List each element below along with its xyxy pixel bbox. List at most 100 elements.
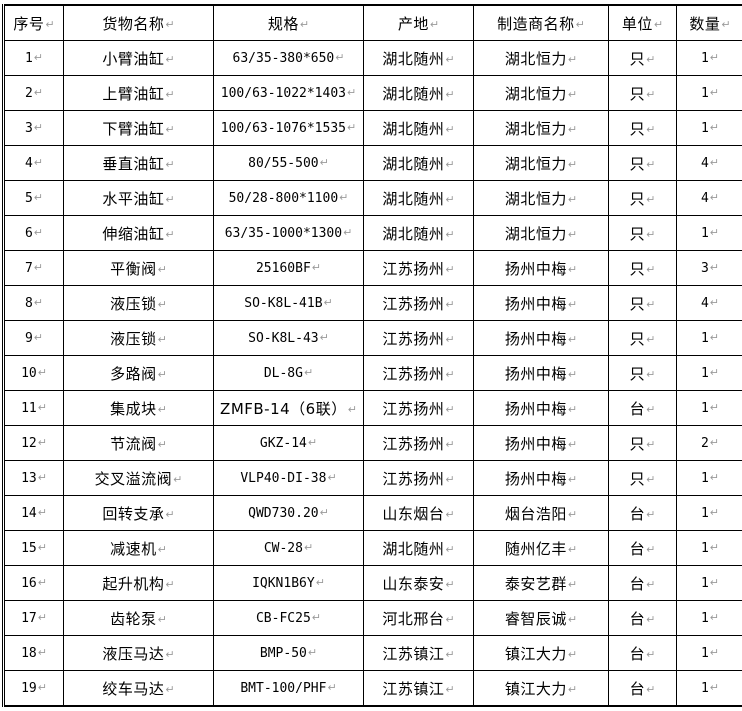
cell-quantity: 1↵ [676,320,742,356]
cell-manufacturer: 随州亿丰↵ [473,530,609,566]
paragraph-return-mark-icon: ↵ [311,611,321,624]
paragraph-return-mark-icon: ↵ [567,542,578,556]
cell-spec: 100/63-1076*1535↵ [213,110,364,146]
paragraph-return-mark-icon: ↵ [567,192,578,206]
cell-text: 100/63-1076*1535 [220,121,346,136]
cell-text: DL-8G [263,366,303,381]
table-header-row: 序号↵ 货物名称↵ 规格↵ 产地↵ 制造商名称↵ 单位↵ 数量↵ [2,4,742,41]
paragraph-return-mark-icon: ↵ [165,192,175,206]
cell-text: 台 [629,679,646,698]
paragraph-return-mark-icon: ↵ [165,682,175,696]
paragraph-return-mark-icon: ↵ [157,297,167,311]
cell-text: 泰安艺群 [504,574,567,593]
table-row: 14↵ 回转支承↵ QWD730.20↵ 山东烟台↵ 烟台浩阳↵ 台↵ 1↵ [2,495,742,531]
cell-origin: 湖北随州↵ [363,110,474,146]
cell-text: 15 [21,541,37,556]
paragraph-return-mark-icon: ↵ [37,541,47,554]
cell-spec: VLP40-DI-38↵ [213,460,364,496]
paragraph-return-mark-icon: ↵ [157,542,167,556]
cell-quantity: 4↵ [676,145,742,181]
cell-goods_name: 绞车马达↵ [63,670,214,707]
cell-text: 1 [700,611,709,626]
cell-text: BMP-50 [259,646,307,661]
paragraph-return-mark-icon: ↵ [709,121,720,134]
cell-text: 江苏扬州 [382,294,445,313]
paragraph-return-mark-icon: ↵ [709,366,720,379]
cell-goods_name: 起升机构↵ [63,565,214,601]
paragraph-return-mark-icon: ↵ [157,612,167,626]
cell-unit: 只↵ [608,355,677,391]
paragraph-return-mark-icon: ↵ [567,577,578,591]
paragraph-return-mark-icon: ↵ [37,681,47,694]
cell-text: 4 [700,191,709,206]
paragraph-return-mark-icon: ↵ [709,646,720,659]
cell-text: 4 [24,156,33,171]
cell-text: BMT-100/PHF [240,681,327,696]
paragraph-return-mark-icon: ↵ [646,647,656,661]
cell-text: 江苏扬州 [382,259,445,278]
cell-text: 1 [700,331,709,346]
cell-text: 台 [629,644,646,663]
cell-text: 17 [21,611,37,626]
cell-text: CW-28 [263,541,303,556]
cell-text: 13 [21,471,37,486]
table-row: 18↵ 液压马达↵ BMP-50↵ 江苏镇江↵ 镇江大力↵ 台↵ 1↵ [2,635,742,671]
cell-text: 1 [700,401,709,416]
cell-text: 湖北随州 [382,49,445,68]
cell-manufacturer: 湖北恒力↵ [473,110,609,146]
paragraph-return-mark-icon: ↵ [347,402,357,416]
cell-text: 起升机构 [102,574,165,593]
paragraph-return-mark-icon: ↵ [307,646,318,659]
paragraph-return-mark-icon: ↵ [315,576,325,589]
paragraph-return-mark-icon: ↵ [299,17,310,31]
cell-text: 9 [24,331,33,346]
paragraph-return-mark-icon: ↵ [165,227,175,241]
cell-text: ZMFB-14（6联） [220,399,347,418]
cell-spec: SO-K8L-43↵ [213,320,364,356]
cell-spec: 100/63-1022*1403↵ [213,75,364,111]
cell-quantity: 1↵ [676,390,742,426]
cell-text: 规格 [267,14,299,33]
cell-unit: 只↵ [608,40,677,76]
cell-index: 16↵ [2,565,64,601]
paragraph-return-mark-icon: ↵ [157,332,167,346]
cell-origin: 湖北随州↵ [363,215,474,251]
paragraph-return-mark-icon: ↵ [429,17,440,31]
cell-spec: 63/35-380*650↵ [213,40,364,76]
cell-goods_name: 垂直油缸↵ [63,145,214,181]
cell-unit: 台↵ [608,390,677,426]
cell-quantity: 1↵ [676,110,742,146]
cell-text: 1 [700,226,709,241]
paragraph-return-mark-icon: ↵ [445,157,455,171]
table-row: 1↵ 小臂油缸↵ 63/35-380*650↵ 湖北随州↵ 湖北恒力↵ 只↵ 1↵ [2,40,742,76]
column-header-manufacturer: 制造商名称↵ [473,4,609,41]
cell-origin: 山东烟台↵ [363,495,474,531]
paragraph-return-mark-icon: ↵ [646,52,656,66]
paragraph-return-mark-icon: ↵ [709,471,720,484]
cell-text: 平衡阀 [110,259,157,278]
paragraph-return-mark-icon: ↵ [45,17,55,31]
cell-index: 1↵ [2,40,64,76]
cell-spec: CW-28↵ [213,530,364,566]
cell-text: 只 [629,434,646,453]
table-row: 10↵ 多路阀↵ DL-8G↵ 江苏扬州↵ 扬州中梅↵ 只↵ 1↵ [2,355,742,391]
cell-goods_name: 回转支承↵ [63,495,214,531]
cell-text: 湖北恒力 [504,119,567,138]
cell-origin: 江苏扬州↵ [363,390,474,426]
cell-goods_name: 伸缩油缸↵ [63,215,214,251]
cell-manufacturer: 烟台浩阳↵ [473,495,609,531]
paragraph-return-mark-icon: ↵ [567,262,578,276]
cell-goods_name: 节流阀↵ [63,425,214,461]
cell-quantity: 1↵ [676,670,742,707]
paragraph-return-mark-icon: ↵ [33,156,44,169]
cell-goods_name: 小臂油缸↵ [63,40,214,76]
cell-spec: CB-FC25↵ [213,600,364,636]
cell-text: 山东泰安 [382,574,445,593]
cell-quantity: 4↵ [676,180,742,216]
cell-origin: 江苏镇江↵ [363,670,474,707]
cell-unit: 台↵ [608,565,677,601]
cell-quantity: 4↵ [676,285,742,321]
cell-text: 江苏扬州 [382,434,445,453]
cell-text: 湖北随州 [382,84,445,103]
paragraph-return-mark-icon: ↵ [37,436,47,449]
